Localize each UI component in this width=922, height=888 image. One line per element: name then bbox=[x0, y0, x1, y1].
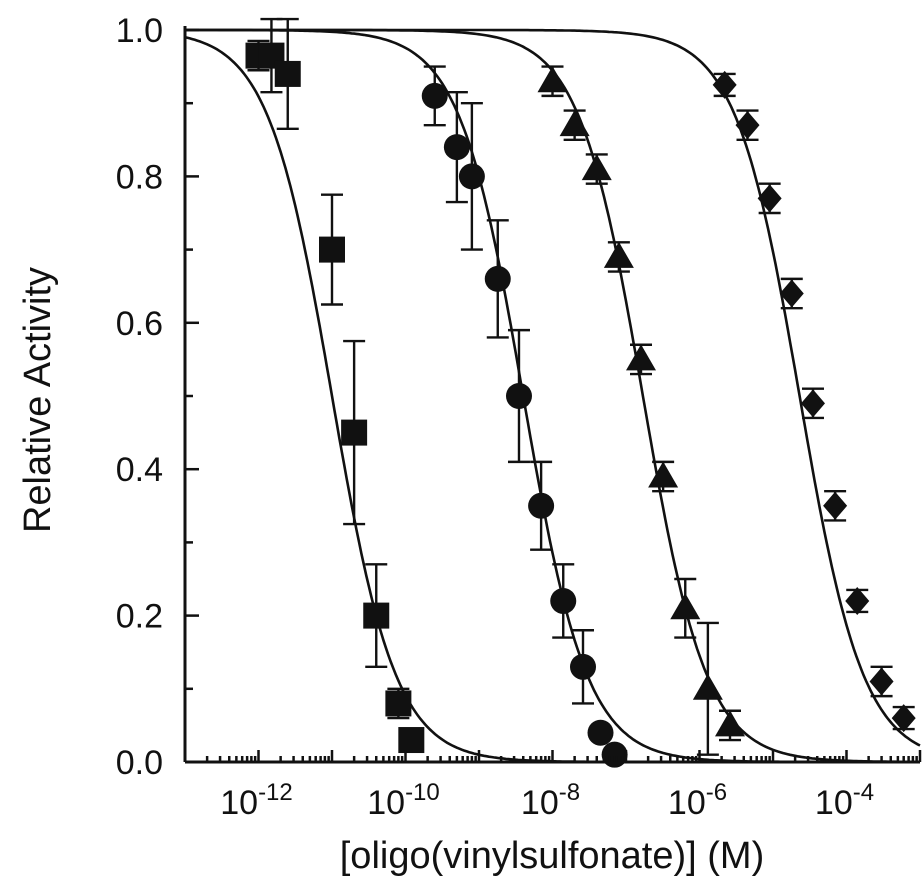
diamond-marker bbox=[823, 491, 848, 520]
axes bbox=[183, 26, 922, 764]
y-tick-label: 1.0 bbox=[116, 12, 163, 50]
diamond-marker bbox=[800, 389, 825, 418]
y-tick-label: 0.4 bbox=[116, 451, 163, 489]
x-tick-exponent: -12 bbox=[258, 779, 293, 806]
triangle-marker bbox=[537, 66, 568, 93]
diamond-marker bbox=[891, 704, 916, 733]
x-tick-label: 10-12 bbox=[220, 779, 293, 822]
y-tick-label: 0.8 bbox=[116, 158, 163, 196]
y-tick-label: 0.0 bbox=[116, 744, 163, 782]
triangle-marker bbox=[626, 344, 657, 371]
x-tick-exponent: -6 bbox=[706, 779, 727, 806]
circle-marker bbox=[458, 163, 485, 190]
x-tick-label: 10-8 bbox=[521, 779, 580, 822]
circle-marker bbox=[443, 134, 470, 161]
triangle-marker bbox=[670, 593, 701, 620]
triangle-marker bbox=[581, 154, 612, 181]
x-tick-exponent: -10 bbox=[405, 779, 440, 806]
x-tick-base: 10 bbox=[220, 784, 258, 822]
square-marker bbox=[398, 727, 425, 754]
x-tick-label: 10-4 bbox=[815, 779, 874, 822]
circle-marker bbox=[484, 265, 511, 292]
x-tick-label: 10-10 bbox=[367, 779, 440, 822]
circle-marker bbox=[601, 741, 628, 768]
square-marker bbox=[363, 602, 390, 629]
diamond-marker bbox=[869, 667, 894, 696]
circle-marker bbox=[570, 653, 597, 680]
triangle-marker bbox=[603, 241, 634, 268]
y-tick-label: 0.6 bbox=[116, 305, 163, 343]
x-axis-title: [oligo(vinylsulfonate)] (M) bbox=[340, 835, 764, 877]
y-tick-labels: 0.0 0.2 0.4 0.6 0.8 1.0 bbox=[116, 12, 163, 782]
y-tick-label: 0.2 bbox=[116, 598, 163, 636]
diamond-marker bbox=[735, 111, 760, 140]
circle-marker bbox=[421, 82, 448, 109]
x-tick-exponent: -8 bbox=[559, 779, 580, 806]
diamond-marker bbox=[712, 70, 737, 99]
fit-curve-diamond bbox=[185, 28, 921, 747]
x-tick-base: 10 bbox=[815, 784, 853, 822]
diamond-marker bbox=[757, 184, 782, 213]
y-axis-title: Relative Activity bbox=[17, 267, 59, 533]
square-marker bbox=[385, 690, 412, 717]
triangle-marker bbox=[692, 673, 723, 700]
x-tick-base: 10 bbox=[521, 784, 559, 822]
triangle-marker bbox=[715, 710, 746, 737]
circle-marker bbox=[505, 383, 532, 409]
triangle-marker bbox=[648, 461, 679, 488]
square-marker bbox=[319, 236, 345, 263]
square-marker bbox=[341, 419, 368, 446]
x-tick-labels: 10-12 10-10 10-8 10-6 10-4 bbox=[220, 779, 874, 822]
data-markers bbox=[245, 42, 916, 768]
triangle-marker bbox=[559, 110, 590, 137]
square-marker bbox=[274, 60, 301, 87]
x-tick-exponent: -4 bbox=[853, 779, 874, 806]
circle-marker bbox=[587, 719, 614, 746]
x-tick-label: 10-6 bbox=[668, 779, 727, 822]
circle-marker bbox=[528, 492, 555, 519]
x-tick-base: 10 bbox=[668, 784, 706, 822]
x-tick-base: 10 bbox=[367, 784, 405, 822]
circle-marker bbox=[550, 587, 577, 614]
diamond-marker bbox=[779, 279, 804, 308]
diamond-marker bbox=[845, 586, 870, 615]
